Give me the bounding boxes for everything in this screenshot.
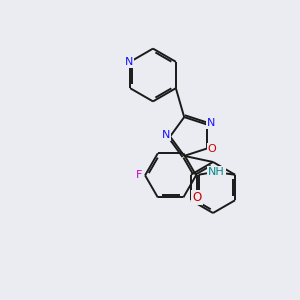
Text: N: N	[207, 118, 216, 128]
Text: F: F	[136, 170, 142, 180]
Text: NH: NH	[208, 167, 225, 177]
Text: O: O	[207, 144, 216, 154]
Text: N: N	[124, 57, 133, 67]
Text: O: O	[192, 191, 202, 204]
Text: N: N	[161, 130, 170, 140]
